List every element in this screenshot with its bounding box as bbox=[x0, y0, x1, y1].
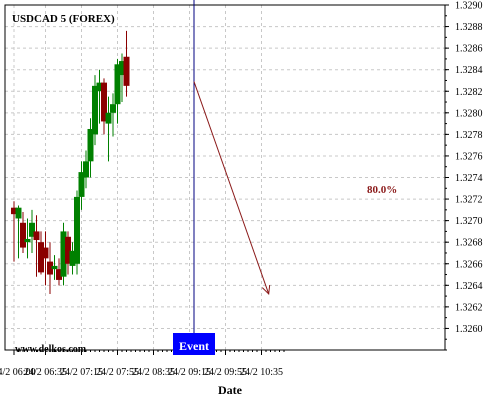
y-tick-label: 1.3288 bbox=[455, 22, 483, 33]
watermark: www.delkos.com bbox=[15, 344, 87, 355]
y-tick-label: 1.3276 bbox=[455, 151, 483, 162]
candle-body bbox=[65, 236, 71, 264]
candle-body bbox=[105, 112, 112, 124]
candle-body bbox=[96, 82, 103, 92]
y-tick-label: 1.3282 bbox=[455, 87, 483, 98]
event-layer: Event 80.0% bbox=[173, 0, 397, 355]
candle-body bbox=[123, 56, 130, 86]
candle-body bbox=[87, 128, 94, 162]
chart-title: USDCAD 5 (FOREX) bbox=[12, 13, 115, 25]
y-tick-label: 1.3266 bbox=[455, 259, 483, 270]
candle-body bbox=[24, 238, 31, 243]
x-axis-label: Date bbox=[218, 383, 243, 397]
candle-body bbox=[114, 64, 121, 105]
x-tick-label: 24/2 07:55 bbox=[96, 367, 139, 378]
candle-body bbox=[78, 172, 85, 197]
candle-body bbox=[15, 207, 22, 219]
y-tick-label: 1.3286 bbox=[455, 44, 483, 55]
y-tick-label: 1.3270 bbox=[455, 216, 483, 227]
y-tick-label: 1.3268 bbox=[455, 238, 483, 249]
candle-body bbox=[47, 261, 53, 275]
y-tick-label: 1.3272 bbox=[455, 195, 483, 206]
candles bbox=[11, 30, 130, 294]
x-tick-label: 24/2 07:15 bbox=[60, 367, 103, 378]
x-tick-label: 24/2 09:15 bbox=[168, 367, 211, 378]
candle-body bbox=[69, 250, 76, 266]
candle-body bbox=[38, 242, 44, 273]
event-label: Event bbox=[179, 339, 209, 353]
x-tick-label: 24/2 10:35 bbox=[240, 367, 283, 378]
y-tick-label: 1.3274 bbox=[455, 173, 483, 184]
candle-body bbox=[51, 265, 58, 270]
candle-body bbox=[83, 161, 89, 178]
y-tick-label: 1.3290 bbox=[455, 1, 483, 12]
x-tick-label: 24/2 09:55 bbox=[204, 367, 247, 378]
candle-body bbox=[20, 222, 26, 248]
x-tick-label: 24/2 08:35 bbox=[132, 367, 175, 378]
candle-body bbox=[60, 231, 67, 277]
x-tick-label: 24/2 06:35 bbox=[24, 367, 67, 378]
candle-body bbox=[42, 247, 49, 259]
y-tick-label: 1.3264 bbox=[455, 281, 483, 292]
grid bbox=[5, 4, 445, 350]
projection-line bbox=[193, 81, 270, 295]
y-tick-label: 1.3278 bbox=[455, 130, 483, 141]
candle-body bbox=[56, 269, 62, 280]
event-box bbox=[173, 333, 215, 355]
candle-body bbox=[110, 104, 116, 113]
candle-body bbox=[101, 82, 107, 122]
y-tick-label: 1.3284 bbox=[455, 65, 483, 76]
candle-body bbox=[74, 196, 80, 264]
projection-label: 80.0% bbox=[367, 184, 397, 196]
projection-arrowhead bbox=[261, 284, 271, 296]
candle-body bbox=[29, 222, 35, 237]
y-tick-label: 1.3280 bbox=[455, 108, 483, 119]
y-tick-label: 1.3262 bbox=[455, 302, 483, 313]
candle-body bbox=[92, 85, 98, 135]
candle-body bbox=[11, 207, 17, 215]
y-axis: 1.3260 1.3262 1.3264 1.3266 1.3268 1.3270 1.32… bbox=[445, 1, 483, 351]
y-tick-label: 1.3260 bbox=[455, 324, 483, 335]
candle-body bbox=[33, 231, 40, 241]
candle-body bbox=[119, 61, 125, 76]
x-tick-label: 24/2 06:00 bbox=[0, 367, 36, 378]
